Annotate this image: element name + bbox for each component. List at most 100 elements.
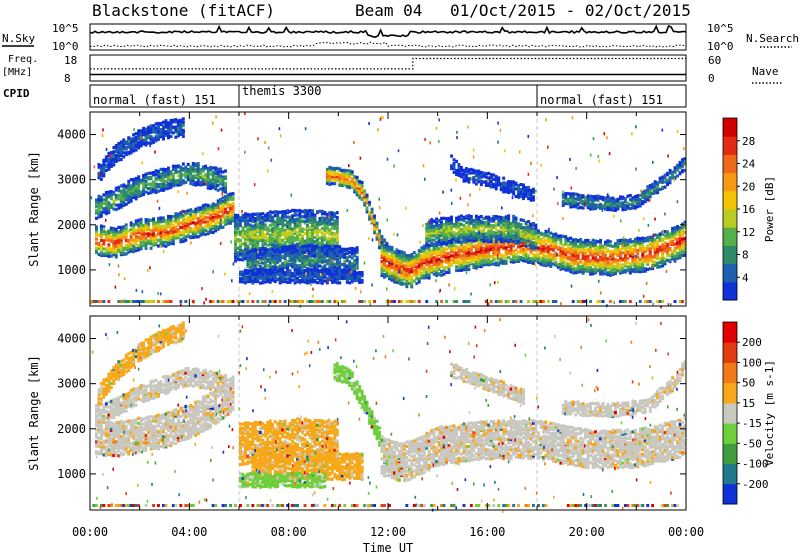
range-cell xyxy=(176,219,180,223)
range-cell xyxy=(551,262,555,266)
range-cell xyxy=(440,269,443,274)
range-cell xyxy=(191,210,195,214)
range-cell xyxy=(234,219,237,223)
range-cell xyxy=(176,216,180,220)
range-cell xyxy=(626,269,630,273)
range-cell xyxy=(179,132,183,136)
range-cell xyxy=(497,257,501,261)
range-cell xyxy=(139,244,143,248)
range-cell xyxy=(117,144,121,148)
range-cell xyxy=(239,251,242,255)
range-cell xyxy=(638,248,642,252)
range-cell xyxy=(656,240,660,244)
range-cell xyxy=(273,259,277,263)
range-cell xyxy=(256,256,260,260)
range-cell xyxy=(415,260,419,264)
range-cell xyxy=(623,238,627,242)
range-cell xyxy=(199,219,203,223)
range-cell xyxy=(445,266,448,270)
range-cell xyxy=(288,209,292,214)
range-cell xyxy=(234,241,237,245)
range-cell xyxy=(308,225,312,229)
range-cell xyxy=(241,226,245,230)
range-cell xyxy=(393,263,396,267)
range-cell xyxy=(584,251,588,255)
range-cell xyxy=(450,215,453,219)
range-cell xyxy=(276,220,280,224)
range-cell xyxy=(268,219,272,223)
range-cell xyxy=(474,260,478,264)
range-cell xyxy=(137,131,141,135)
range-cell xyxy=(427,243,431,247)
range-cell xyxy=(291,259,294,264)
range-cell xyxy=(221,170,225,174)
range-cell xyxy=(239,247,242,251)
range-cell xyxy=(286,268,290,272)
range-cell xyxy=(316,220,319,224)
range-cell xyxy=(273,273,277,277)
range-cell xyxy=(119,230,123,234)
range-cell xyxy=(278,253,282,257)
range-cell xyxy=(266,272,270,276)
range-cell xyxy=(581,255,585,259)
range-cell xyxy=(162,243,165,247)
range-cell xyxy=(638,241,642,245)
range-cell xyxy=(303,244,307,248)
range-cell xyxy=(350,252,354,256)
range-cell xyxy=(479,258,483,263)
range-cell xyxy=(445,217,448,221)
range-cell xyxy=(271,241,275,245)
range-cell xyxy=(132,186,136,190)
range-cell xyxy=(216,214,220,218)
range-cell xyxy=(134,148,138,152)
range-cell xyxy=(253,241,257,245)
range-cell xyxy=(211,182,215,186)
range-cell xyxy=(186,230,190,235)
range-cell xyxy=(576,270,580,274)
range-cell xyxy=(405,285,409,289)
range-cell xyxy=(167,177,170,181)
range-cell xyxy=(124,194,128,198)
range-cell xyxy=(122,251,126,255)
range-cell xyxy=(554,253,558,258)
range-cell xyxy=(405,282,409,286)
range-cell xyxy=(581,247,585,251)
range-cell xyxy=(196,206,200,210)
range-cell xyxy=(390,254,394,258)
range-cell xyxy=(527,256,530,260)
range-cell xyxy=(281,268,285,272)
range-cell xyxy=(564,239,568,243)
range-cell xyxy=(435,233,439,237)
range-cell xyxy=(112,152,116,156)
range-cell xyxy=(306,209,309,213)
range-cell xyxy=(296,219,299,223)
range-cell xyxy=(273,262,277,266)
range-cell xyxy=(189,167,193,171)
range-cell xyxy=(561,249,565,254)
range-cell xyxy=(437,272,441,276)
range-cell xyxy=(214,177,218,181)
range-cell xyxy=(107,164,111,168)
range-cell xyxy=(576,245,580,249)
range-cell xyxy=(537,252,540,256)
range-cell xyxy=(224,218,227,222)
range-cell xyxy=(397,270,401,274)
range-cell xyxy=(405,267,409,271)
range-cell xyxy=(542,239,545,243)
range-cell xyxy=(306,281,309,285)
range-cell xyxy=(522,259,525,263)
range-cell xyxy=(169,226,173,230)
range-cell xyxy=(253,267,257,271)
range-cell xyxy=(281,226,285,230)
range-cell xyxy=(313,247,317,251)
range-cell xyxy=(467,267,471,272)
range-cell xyxy=(653,244,657,248)
range-cell xyxy=(291,278,294,282)
range-cell xyxy=(472,233,476,237)
range-cell xyxy=(117,203,121,207)
range-cell xyxy=(591,261,595,265)
range-cell xyxy=(221,220,225,224)
range-cell xyxy=(171,232,175,236)
range-cell xyxy=(353,271,357,275)
range-cell xyxy=(273,223,277,227)
